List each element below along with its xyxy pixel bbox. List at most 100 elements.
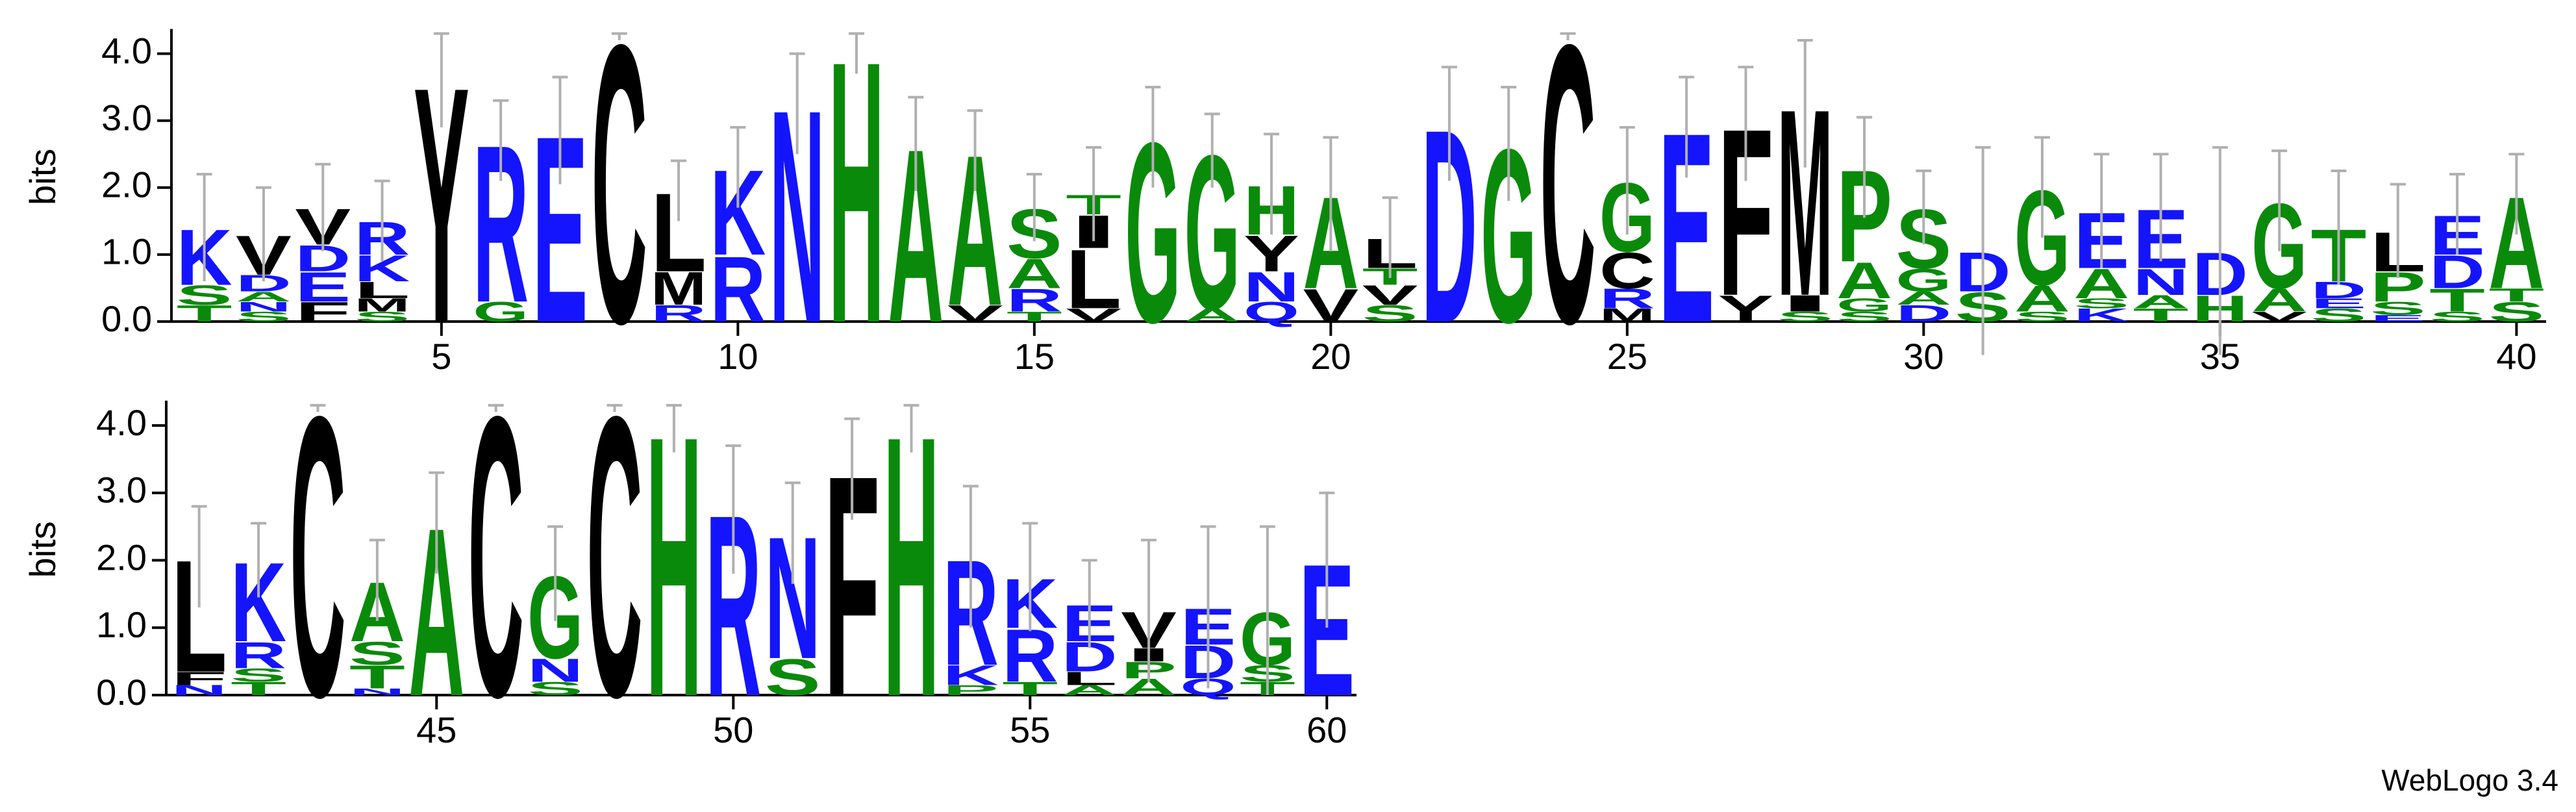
residue-letter: T (1002, 678, 1058, 700)
residue-letter: M (355, 294, 410, 315)
residue-letter: R (231, 635, 286, 677)
residue-letter: S (231, 665, 286, 686)
x-tick-label: 55 (1010, 709, 1050, 750)
residue-letter: T (2429, 282, 2485, 319)
residue-letter: S (2429, 309, 2485, 325)
y-tick-label: 3.0 (96, 470, 147, 511)
y-tick-label: 1.0 (101, 231, 152, 272)
residue-letter: S (1777, 309, 1833, 325)
x-tick-label: 20 (1310, 336, 1351, 377)
residue-letter: C (592, 0, 647, 406)
residue-letter: N (349, 687, 405, 697)
residue-letter: D (1895, 300, 1951, 326)
residue-letter: A (1007, 250, 1062, 297)
residue-letter: T (349, 659, 405, 696)
x-tick-label: 10 (718, 336, 758, 377)
y-tick-label: 4.0 (96, 402, 147, 443)
residue-letter: A (2014, 278, 2070, 320)
x-tick-label: 30 (1903, 336, 1944, 377)
residue-letter: Y (1718, 288, 1774, 329)
residue-letter: A (236, 289, 292, 305)
residue-letter: L (1062, 668, 1118, 689)
footer: WebLogo 3.4 (2381, 763, 2558, 797)
residue-letter: N (2133, 261, 2189, 303)
residue-letter: S (1362, 300, 1418, 326)
residue-letter: I (1777, 290, 1833, 316)
residue-letter: A (2251, 282, 2307, 319)
residue-letter: S (236, 309, 292, 325)
residue-letter: V (1362, 280, 1418, 311)
y-tick-label: 4.0 (101, 30, 152, 71)
residue-letter: N (527, 652, 583, 689)
x-tick-label: 45 (416, 709, 456, 750)
residue-letter: S (2014, 309, 2070, 325)
residue-letter: V (2251, 309, 2307, 325)
residue-letter: M (651, 263, 707, 315)
residue-letter: M (1599, 305, 1655, 325)
residue-letter: T (231, 678, 286, 700)
residue-letter: P (943, 682, 999, 698)
residue-letter: S (527, 678, 583, 700)
y-tick-label: 2.0 (96, 537, 147, 577)
residue-letter: S (355, 309, 410, 325)
residue-letter: A (1895, 288, 1951, 309)
residue-letter: Q (1244, 296, 1299, 327)
residue-letter: C (290, 334, 346, 780)
residue-letter: F (171, 668, 227, 689)
residue-letter: T (2488, 285, 2544, 305)
residue-letter: R (651, 300, 707, 326)
residue-letter: K (2073, 305, 2129, 325)
residue-letter: V (1303, 280, 1358, 332)
residue-letter: E (2370, 313, 2426, 324)
x-tick-label: 5 (431, 336, 451, 377)
residue-letter: T (2133, 305, 2189, 325)
y-tick-label: 3.0 (101, 97, 152, 138)
x-tick-label: 25 (1607, 336, 1647, 377)
residue-letter: C (1599, 242, 1655, 299)
x-tick-label: 50 (713, 709, 753, 750)
residue-letter: E (2311, 296, 2367, 311)
residue-letter: D (2429, 246, 2485, 298)
residue-letter: L (355, 277, 410, 303)
residue-letter: A (1184, 305, 1240, 325)
residue-letter: A (1062, 682, 1118, 698)
residue-letter: N (171, 682, 227, 698)
residue-letter: S (765, 649, 821, 707)
residue-letter: G (1895, 262, 1951, 299)
y-axis-label: bits (22, 149, 63, 205)
residue-letter: R (1599, 283, 1655, 314)
y-tick-label: 1.0 (96, 604, 147, 645)
residue-letter: R (710, 238, 766, 342)
residue-letter: A (1836, 252, 1892, 310)
residue-letter: C (587, 334, 643, 780)
residue-letter: R (1007, 282, 1062, 319)
y-tick-label: 2.0 (101, 164, 152, 205)
residue-letter: G (473, 296, 529, 327)
residue-letter: S (2488, 296, 2544, 327)
y-axis-label: bits (22, 521, 63, 577)
residue-letter: S (2370, 298, 2426, 318)
y-tick-label: 0.0 (101, 298, 152, 339)
residue-letter: S (2073, 296, 2129, 311)
residue-letter: A (2133, 291, 2189, 312)
residue-letter: V (947, 300, 1003, 326)
residue-letter: C (1540, 0, 1596, 406)
residue-letter: L (1066, 232, 1121, 327)
residue-letter: T (177, 300, 232, 326)
residue-letter: N (1244, 264, 1299, 311)
x-tick-label: 60 (1307, 709, 1347, 750)
residue-letter: S (177, 280, 232, 311)
residue-letter: S (2311, 305, 2367, 325)
residue-letter: S (349, 635, 405, 672)
residue-letter: E (295, 264, 351, 311)
x-tick-label: 40 (2496, 336, 2536, 377)
residue-letter: C (468, 334, 524, 780)
residue-letter: F (295, 296, 351, 327)
residue-letter: N (236, 299, 292, 314)
residue-letter: Y (1244, 225, 1299, 283)
residue-letter: G (1836, 294, 1892, 315)
residue-letter: V (1066, 305, 1121, 325)
residue-letter: K (943, 660, 999, 691)
